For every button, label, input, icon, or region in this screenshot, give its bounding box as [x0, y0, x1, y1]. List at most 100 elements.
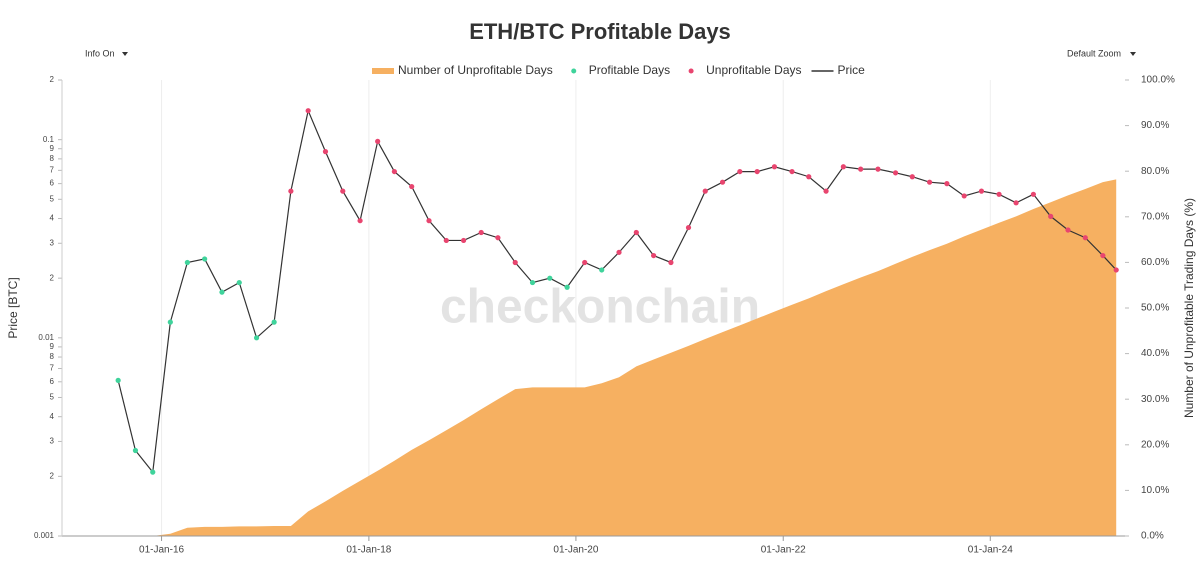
legend-label: Unprofitable Days [706, 63, 801, 77]
point [443, 237, 449, 244]
point [253, 335, 260, 341]
point [1013, 200, 1019, 206]
point [651, 252, 657, 259]
y2-tick-label: 10.0% [1141, 485, 1169, 496]
point [529, 279, 536, 286]
point [236, 279, 242, 286]
y-axis-label: Price [BTC] [6, 277, 20, 338]
point [996, 191, 1002, 197]
point [633, 229, 639, 236]
point [1113, 267, 1119, 273]
point [375, 138, 381, 144]
y-tick-label: 6 [50, 377, 55, 386]
point [322, 149, 329, 155]
y-tick-label: 2 [50, 75, 55, 84]
point [978, 188, 985, 194]
y2-tick-label: 30.0% [1141, 394, 1169, 405]
legend-swatch [571, 68, 577, 74]
x-tick-label: 01-Jan-24 [968, 545, 1013, 556]
y-tick-label: 0.001 [34, 531, 55, 540]
point [875, 166, 881, 172]
watermark: checkonchain [440, 281, 760, 334]
y-tick-label: 2 [50, 273, 55, 282]
point [202, 256, 208, 262]
y2-tick-label: 20.0% [1141, 439, 1169, 450]
point [115, 377, 121, 383]
legend-label: Number of Unprofitable Days [398, 63, 553, 77]
point [357, 218, 363, 224]
point [754, 168, 760, 175]
point [547, 275, 553, 281]
point [961, 193, 967, 199]
point [391, 168, 398, 175]
point [823, 188, 829, 194]
legend-swatch [688, 68, 694, 74]
y-tick-label: 0.01 [38, 333, 54, 342]
y-tick-label: 3 [50, 437, 55, 446]
point [288, 188, 294, 194]
y-tick-label: 4 [50, 214, 55, 223]
x-tick-label: 01-Jan-16 [139, 545, 184, 556]
point [167, 319, 173, 325]
legend-label: Price [838, 63, 866, 77]
point [495, 235, 501, 241]
y2-tick-label: 40.0% [1141, 348, 1169, 359]
point [184, 259, 190, 266]
point [1100, 252, 1106, 259]
y2-tick-label: 0.0% [1141, 531, 1164, 542]
legend-label: Profitable Days [589, 63, 670, 77]
point [926, 179, 933, 185]
x-tick-label: 01-Jan-20 [553, 545, 598, 556]
point [512, 259, 518, 266]
y-tick-label: 7 [50, 364, 55, 373]
y-tick-label: 5 [50, 393, 55, 402]
point [461, 237, 467, 244]
y2-tick-label: 100.0% [1141, 75, 1175, 86]
point [789, 168, 795, 175]
point [1065, 227, 1071, 233]
point [132, 447, 139, 454]
point [219, 289, 225, 295]
point [478, 229, 484, 236]
area [118, 179, 1117, 536]
y2-axis-label: Number of Unprofitable Trading Days (%) [1182, 198, 1196, 418]
point [668, 259, 674, 266]
point [616, 249, 622, 255]
y-tick-label: 9 [50, 144, 55, 153]
point [737, 168, 743, 175]
y2-tick-label: 80.0% [1141, 166, 1169, 177]
point [840, 164, 846, 170]
zoom-select[interactable]: Default Zoom [1067, 48, 1121, 58]
point [685, 224, 692, 231]
point [409, 183, 415, 190]
y-tick-label: 3 [50, 238, 55, 247]
point [944, 181, 950, 187]
y-tick-label: 0.1 [43, 135, 55, 144]
y-tick-label: 7 [50, 165, 55, 174]
y2-tick-label: 60.0% [1141, 257, 1169, 268]
point [806, 174, 812, 180]
point [305, 108, 311, 114]
point [271, 319, 277, 325]
y-tick-label: 2 [50, 471, 55, 480]
point [719, 179, 726, 185]
point [771, 164, 778, 170]
y-tick-label: 8 [50, 154, 55, 163]
dropdown-arrow[interactable] [1130, 52, 1136, 56]
point [340, 188, 346, 194]
point [1048, 213, 1054, 219]
y-tick-label: 5 [50, 194, 55, 203]
point [150, 469, 156, 475]
x-tick-label: 01-Jan-22 [761, 545, 806, 556]
point [1082, 235, 1088, 241]
y2-tick-label: 50.0% [1141, 303, 1169, 314]
point [426, 218, 432, 224]
y2-tick-label: 70.0% [1141, 211, 1169, 222]
y-tick-label: 9 [50, 342, 55, 351]
y2-tick-label: 90.0% [1141, 120, 1169, 131]
dropdown-arrow[interactable] [122, 52, 128, 56]
point [858, 166, 864, 172]
info-toggle[interactable]: Info On [85, 48, 115, 58]
point [564, 284, 570, 290]
